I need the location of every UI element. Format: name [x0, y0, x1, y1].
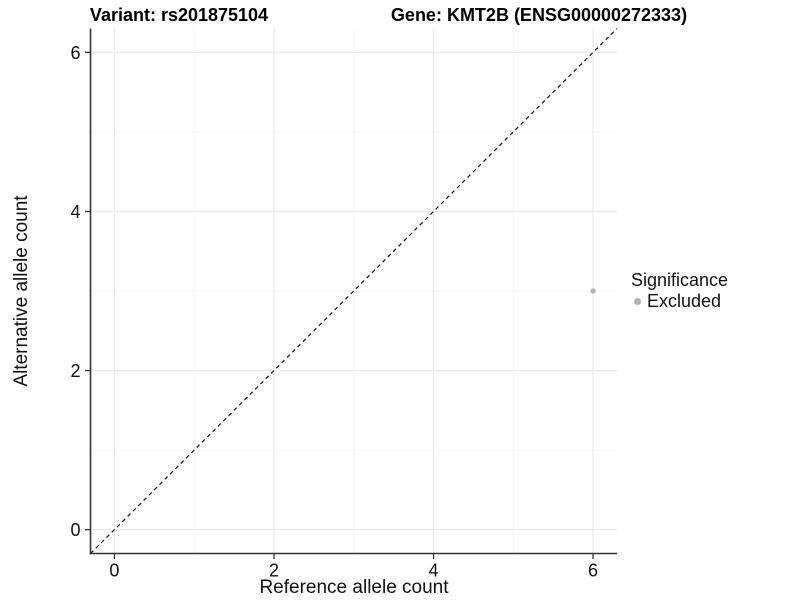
- axis-lines: [89, 28, 617, 555]
- tick-labels: 0 2 4 6 0 2 4 6: [70, 43, 598, 581]
- plot-title-gene: Gene: KMT2B (ENSG00000272333): [390, 5, 688, 25]
- x-axis-title: Reference allele count: [259, 577, 449, 598]
- gridlines-minor: [90, 28, 617, 554]
- svg-text:2: 2: [269, 561, 279, 581]
- legend-entry: Excluded: [631, 291, 728, 312]
- svg-text:4: 4: [70, 202, 80, 222]
- data-points: [590, 288, 596, 294]
- svg-text:0: 0: [109, 561, 119, 581]
- identity-dashed-line: [90, 28, 618, 554]
- legend: Significance Excluded: [631, 270, 728, 312]
- data-point-excluded: [590, 288, 596, 294]
- y-axis-title: Alternative allele count: [11, 195, 32, 387]
- svg-text:4: 4: [429, 561, 439, 581]
- plot-title-variant: Variant: rs201875104: [89, 5, 269, 25]
- svg-text:0: 0: [70, 520, 80, 540]
- legend-entry-label: Excluded: [647, 291, 722, 311]
- svg-text:6: 6: [588, 561, 598, 581]
- legend-title: Significance: [631, 270, 729, 290]
- tick-marks: [85, 51, 594, 559]
- svg-text:2: 2: [70, 361, 80, 381]
- legend-marker-circle-icon: [634, 298, 641, 305]
- svg-text:6: 6: [70, 43, 80, 63]
